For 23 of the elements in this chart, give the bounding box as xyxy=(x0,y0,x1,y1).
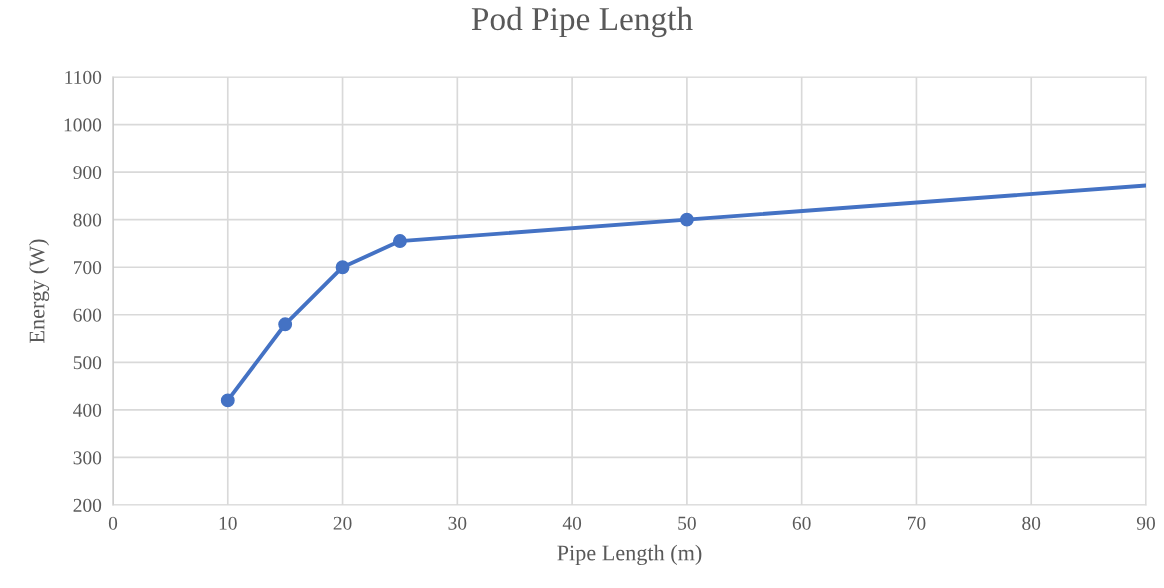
x-tick-label: 70 xyxy=(908,516,926,530)
y-tick-label: 1000 xyxy=(64,118,102,132)
x-tick-label: 60 xyxy=(792,516,811,530)
x-tick-label: 50 xyxy=(678,516,696,530)
x-tick-label: 30 xyxy=(448,516,467,530)
y-tick-label: 200 xyxy=(73,498,102,512)
y-axis-title: Energy (W) xyxy=(28,239,50,343)
y-tick-label: 900 xyxy=(73,165,102,180)
y-tick-label: 300 xyxy=(73,451,102,465)
y-tick-label: 700 xyxy=(74,261,102,275)
y-tick-label: 1100 xyxy=(65,70,102,84)
y-tick-label: 400 xyxy=(73,403,102,417)
chart-title: Pod Pipe Length xyxy=(471,6,693,38)
x-tick-label: 10 xyxy=(219,516,237,530)
x-tick-label: 90 xyxy=(1136,516,1155,530)
x-tick-label: 40 xyxy=(562,516,582,530)
y-tick-label: 600 xyxy=(73,308,102,322)
y-tick-label: 500 xyxy=(73,356,102,370)
x-tick-label: 20 xyxy=(333,516,352,530)
y-tick-label: 800 xyxy=(73,213,102,227)
x-tick-label: 0 xyxy=(108,516,118,530)
x-axis-title: Pipe Length (m) xyxy=(557,544,702,566)
x-tick-label: 80 xyxy=(1022,516,1041,530)
